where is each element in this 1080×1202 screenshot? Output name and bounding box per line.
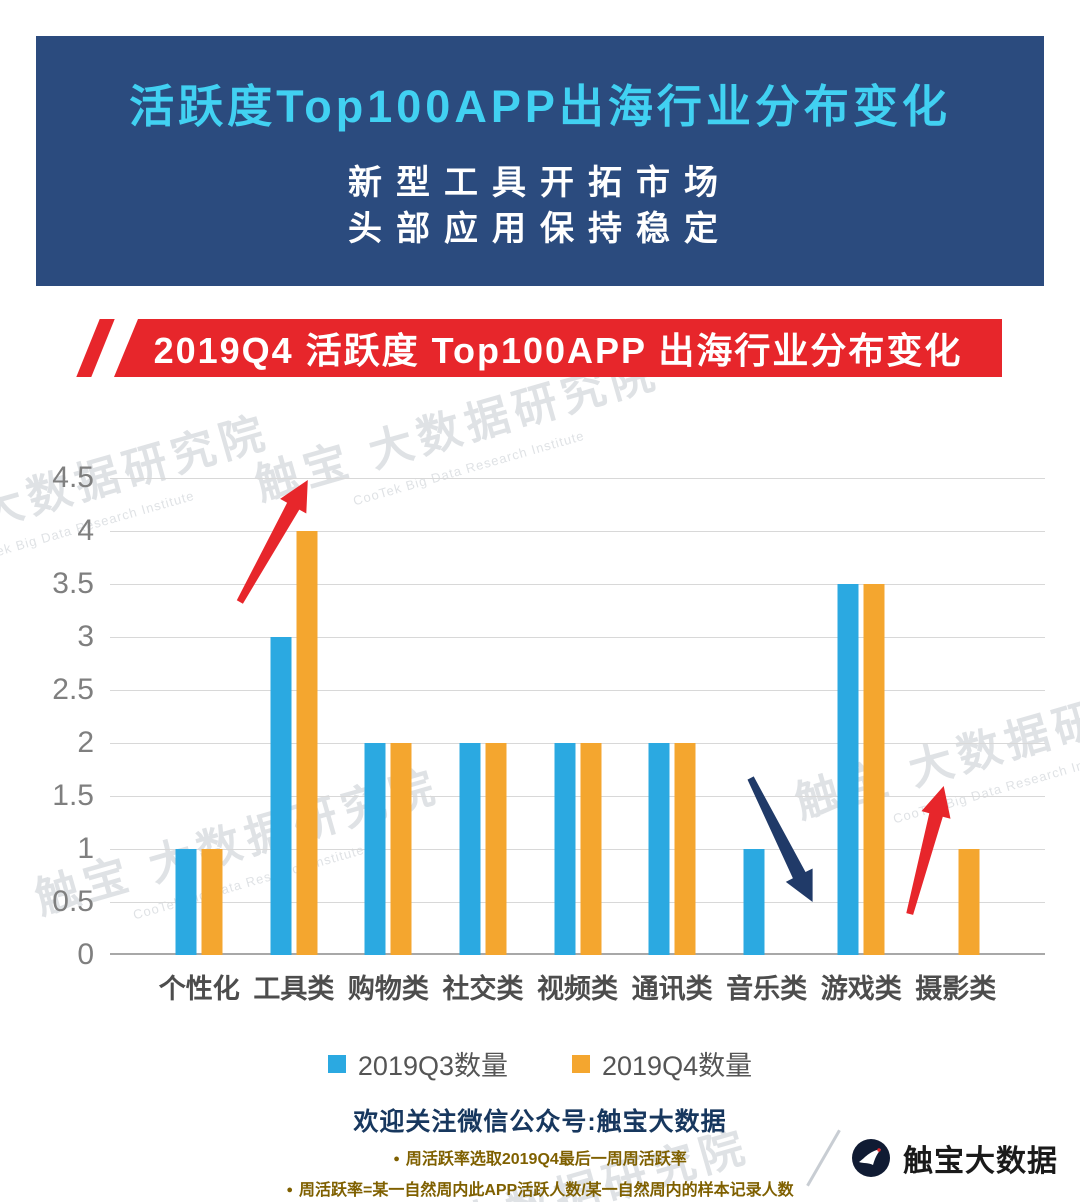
bar-个性化-2019Q4数量 bbox=[201, 849, 223, 955]
gridline bbox=[110, 690, 1045, 691]
header-banner: 活跃度Top100APP出海行业分布变化 新型工具开拓市场 头部应用保持稳定 bbox=[36, 36, 1044, 286]
x-category-label: 音乐类 bbox=[726, 974, 808, 1004]
gridline bbox=[110, 849, 1045, 850]
chart-legend: 2019Q3数量 2019Q4数量 bbox=[0, 1044, 1080, 1083]
bar-pair bbox=[364, 743, 412, 955]
bar-工具类-2019Q3数量 bbox=[270, 637, 292, 955]
category-slot bbox=[152, 478, 247, 955]
x-category-label: 游戏类 bbox=[820, 974, 902, 1004]
x-axis-line bbox=[110, 953, 1045, 955]
footnote-text: 周活跃率选取2019Q4最后一周周活跃率 bbox=[405, 1151, 687, 1168]
gridline bbox=[110, 478, 1045, 479]
bar-通讯类-2019Q3数量 bbox=[648, 743, 670, 955]
bar-通讯类-2019Q4数量 bbox=[674, 743, 696, 955]
bar-个性化-2019Q3数量 bbox=[175, 849, 197, 955]
bar-pair bbox=[743, 849, 790, 955]
category-slot bbox=[341, 478, 436, 955]
x-axis-labels: 个性化 工具类 购物类 社交类 视频类 通讯类 音乐类 游戏类 摄影类 bbox=[110, 967, 1045, 1006]
main-title: 活跃度Top100APP出海行业分布变化 bbox=[129, 80, 951, 132]
bar-工具类-2019Q4数量 bbox=[296, 531, 318, 955]
section-ribbon: 2019Q4 活跃度 Top100APP 出海行业分布变化 bbox=[76, 319, 1002, 377]
bar-pair bbox=[459, 743, 507, 955]
category-slot bbox=[625, 478, 720, 955]
y-tick-label: 2.5 bbox=[52, 673, 94, 706]
y-tick-label: 4 bbox=[77, 514, 94, 547]
footnote: ● 周活跃率=某一自然周内此APP活跃人数/某一自然周内的样本记录人数 bbox=[0, 1176, 1080, 1200]
bar-摄影类-2019Q4数量 bbox=[958, 849, 980, 955]
bar-pair bbox=[270, 531, 318, 955]
bars-layer bbox=[110, 478, 1045, 955]
category-slot bbox=[436, 478, 531, 955]
gridline bbox=[110, 584, 1045, 585]
gridline bbox=[110, 902, 1045, 903]
footnote: ● 周活跃率选取2019Q4最后一周周活跃率 bbox=[0, 1145, 1080, 1169]
bar-视频类-2019Q3数量 bbox=[554, 743, 576, 955]
brand-logo-icon bbox=[852, 1139, 890, 1177]
y-tick-label: 2 bbox=[77, 726, 94, 759]
wechat-callout: 欢迎关注微信公众号:触宝大数据 bbox=[353, 1108, 727, 1136]
bar-pair bbox=[648, 743, 696, 955]
y-tick-label: 1 bbox=[77, 832, 94, 865]
bar-社交类-2019Q3数量 bbox=[459, 743, 481, 955]
gridline bbox=[110, 743, 1045, 744]
bar-pair bbox=[932, 849, 980, 955]
footnote-text: 周活跃率=某一自然周内此APP活跃人数/某一自然周内的样本记录人数 bbox=[298, 1182, 794, 1199]
bar-chart: 4.5 4 3.5 3 2.5 2 1.5 1 0.5 0 个性化 工具类 购物类 社交类 视频类 通讯类音… bbox=[52, 461, 1045, 1004]
bullet-icon: ● bbox=[393, 1153, 400, 1165]
brand-signature: 触宝大数据 bbox=[806, 1126, 1058, 1190]
gridline bbox=[110, 637, 1045, 638]
y-tick-label: 0 bbox=[77, 938, 94, 971]
subtitle-line-2: 头部应用保持稳定 bbox=[348, 209, 732, 248]
legend-label: 2019Q4数量 bbox=[602, 1051, 753, 1081]
x-category-label: 通讯类 bbox=[631, 974, 713, 1004]
chart-section-title: 2019Q4 活跃度 Top100APP 出海行业分布变化 bbox=[153, 330, 963, 371]
x-category-label: 个性化 bbox=[158, 974, 240, 1004]
category-slot bbox=[719, 478, 814, 955]
legend-item: 2019Q3数量 bbox=[327, 1044, 508, 1083]
y-tick-label: 4.5 bbox=[52, 461, 94, 494]
x-category-label: 工具类 bbox=[253, 974, 335, 1004]
gridline bbox=[110, 796, 1045, 797]
bar-购物类-2019Q3数量 bbox=[364, 743, 386, 955]
bar-pair bbox=[837, 584, 885, 955]
x-category-label: 摄影类 bbox=[915, 974, 997, 1004]
y-tick-label: 3 bbox=[77, 620, 94, 653]
y-tick-label: 1.5 bbox=[52, 779, 94, 812]
x-category-label: 购物类 bbox=[347, 974, 429, 1004]
subtitle-line-1: 新型工具开拓市场 bbox=[348, 163, 732, 202]
ribbon-bar: 2019Q4 活跃度 Top100APP 出海行业分布变化 bbox=[114, 319, 1002, 377]
legend-item: 2019Q4数量 bbox=[572, 1044, 752, 1083]
bar-购物类-2019Q4数量 bbox=[390, 743, 412, 955]
legend-label: 2019Q3数量 bbox=[357, 1051, 508, 1081]
category-slot bbox=[814, 478, 909, 955]
x-category-label: 视频类 bbox=[537, 974, 619, 1004]
legend-swatch-icon bbox=[572, 1054, 590, 1073]
category-slot bbox=[530, 478, 625, 955]
category-slot bbox=[909, 478, 1004, 955]
gridline bbox=[110, 531, 1045, 532]
y-tick-label: 3.5 bbox=[52, 567, 94, 600]
ribbon-slash-decoration bbox=[76, 319, 115, 377]
bar-游戏类-2019Q3数量 bbox=[837, 584, 859, 955]
bar-pair bbox=[175, 849, 223, 955]
bar-音乐类-2019Q3数量 bbox=[743, 849, 765, 955]
brand-name: 触宝大数据 bbox=[903, 1145, 1058, 1178]
x-category-label: 社交类 bbox=[442, 974, 524, 1004]
bar-游戏类-2019Q4数量 bbox=[863, 584, 885, 955]
y-tick-label: 0.5 bbox=[52, 885, 94, 918]
bullet-icon: ● bbox=[286, 1184, 293, 1196]
bar-社交类-2019Q4数量 bbox=[485, 743, 507, 955]
category-slot bbox=[247, 478, 342, 955]
bar-视频类-2019Q4数量 bbox=[580, 743, 602, 955]
bar-pair bbox=[554, 743, 602, 955]
footer: 欢迎关注微信公众号:触宝大数据 ● 周活跃率选取2019Q4最后一周周活跃率 ● 周… bbox=[0, 1102, 1080, 1200]
legend-swatch-icon bbox=[327, 1054, 346, 1073]
